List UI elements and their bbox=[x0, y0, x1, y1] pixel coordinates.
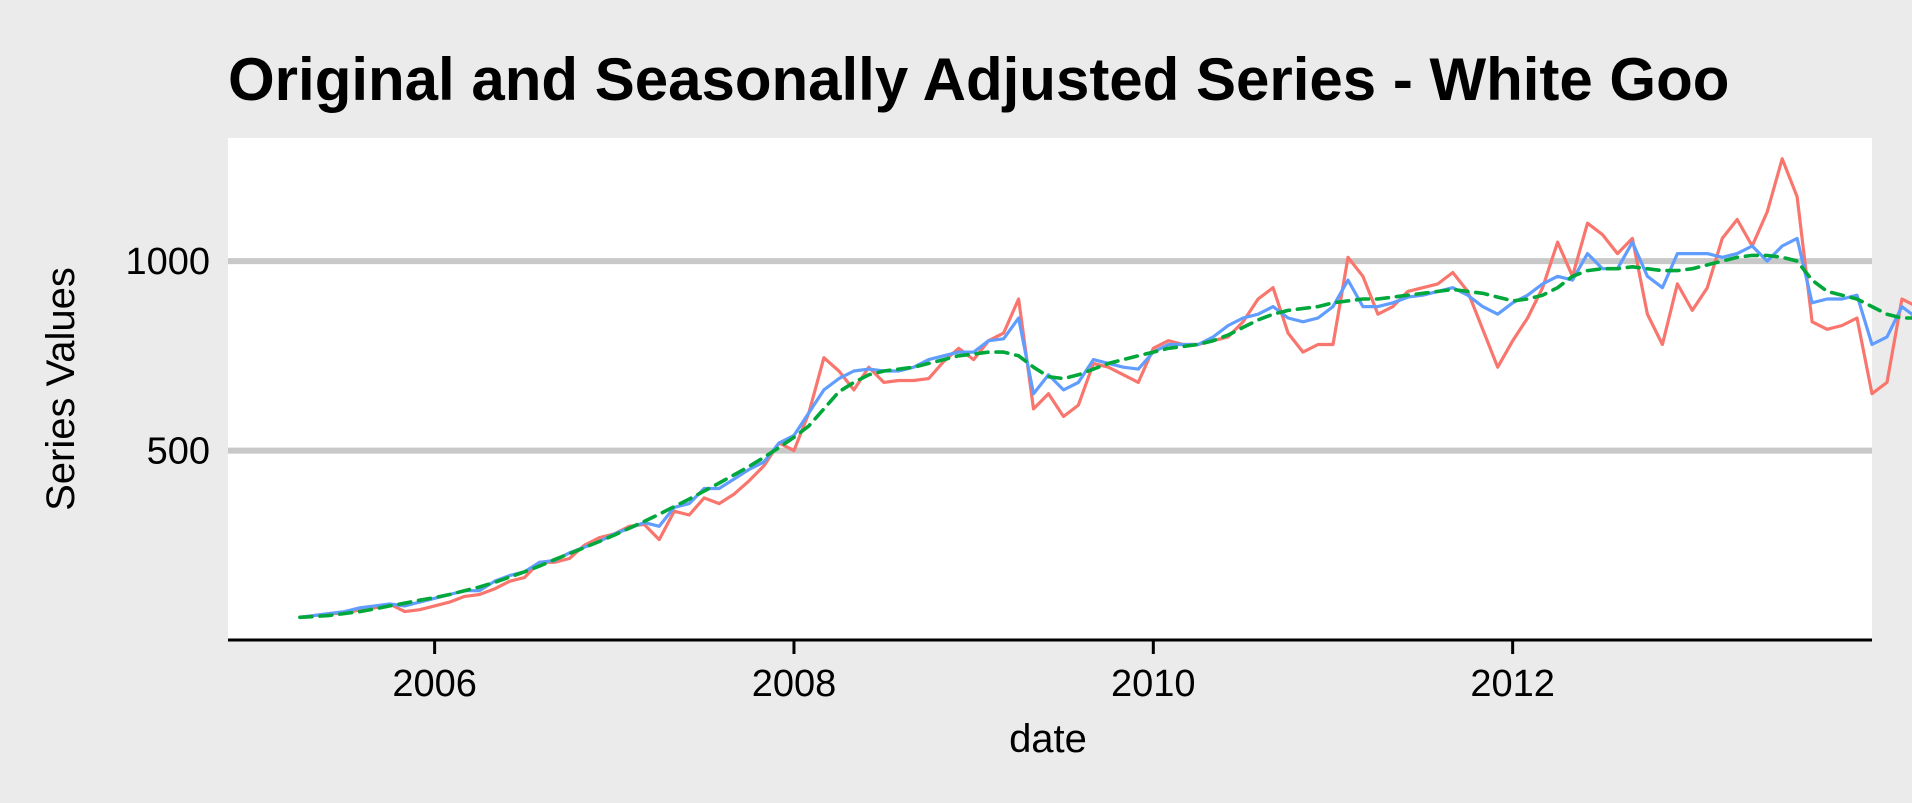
x-tick-label: 2006 bbox=[392, 663, 477, 705]
plot-panel bbox=[228, 138, 1872, 640]
gridlines bbox=[228, 258, 1872, 454]
series-group bbox=[298, 157, 1912, 620]
y-tick-label: 1000 bbox=[125, 241, 210, 283]
series-line-trend bbox=[298, 253, 1912, 620]
x-tick-label: 2008 bbox=[752, 663, 837, 705]
chart-title: Original and Seasonally Adjusted Series … bbox=[228, 46, 1729, 113]
x-tick-label: 2012 bbox=[1470, 663, 1555, 705]
series-line-original bbox=[298, 157, 1912, 619]
y-axis-ticks: 500 1000 bbox=[125, 241, 210, 472]
y-tick-label: 500 bbox=[147, 431, 210, 473]
x-tick-label: 2010 bbox=[1111, 663, 1196, 705]
x-axis-ticks: 2006 2008 2010 2012 bbox=[392, 640, 1555, 705]
x-axis-label: date bbox=[1009, 717, 1087, 761]
y-axis-label: Series Values bbox=[39, 267, 83, 511]
